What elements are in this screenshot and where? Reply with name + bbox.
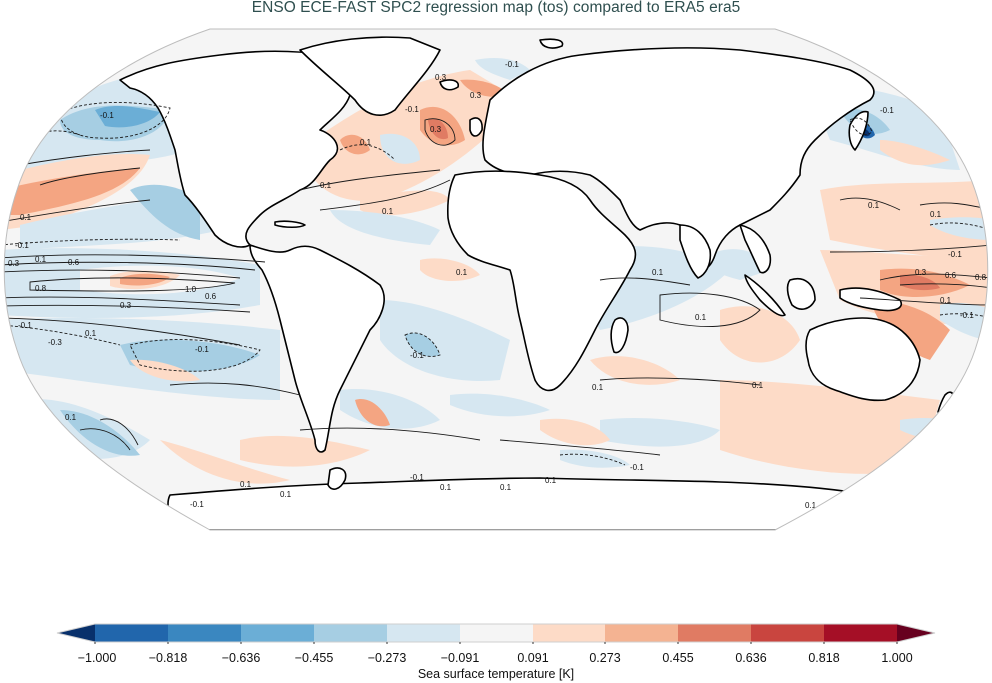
- colorbar-extend-min: [57, 624, 95, 642]
- svg-text:0.1: 0.1: [360, 138, 372, 147]
- svg-text:-0.1: -0.1: [100, 111, 114, 120]
- svg-text:0.6: 0.6: [68, 258, 80, 267]
- svg-text:0.1: 0.1: [868, 201, 880, 210]
- svg-text:0.1: 0.1: [592, 383, 604, 392]
- colorbar-tick: 1.000: [881, 651, 913, 665]
- svg-text:0.1: 0.1: [35, 255, 47, 264]
- colorbar-tick: −0.455: [294, 651, 334, 665]
- svg-text:0.1: 0.1: [752, 381, 764, 390]
- colorbar-tick: −0.818: [148, 651, 188, 665]
- colorbar-extend-max: [897, 624, 935, 642]
- colorbar-label: Sea surface temperature [K]: [417, 667, 575, 681]
- svg-text:-0.1: -0.1: [880, 106, 894, 115]
- svg-text:0.6: 0.6: [205, 292, 217, 301]
- svg-text:0.6: 0.6: [945, 271, 957, 280]
- colorbar-tick: −1.000: [77, 651, 117, 665]
- svg-text:0.3: 0.3: [470, 91, 482, 100]
- svg-text:0.8: 0.8: [35, 284, 47, 293]
- colorbar-tick: 0.818: [808, 651, 840, 665]
- svg-text:0.1: 0.1: [456, 268, 468, 277]
- svg-text:0.1: 0.1: [695, 313, 707, 322]
- svg-text:-0.1: -0.1: [410, 351, 424, 360]
- svg-text:0.1: 0.1: [382, 207, 394, 216]
- svg-text:0.1: 0.1: [65, 413, 77, 422]
- figure-title: ENSO ECE-FAST SPC2 regression map (tos) …: [251, 0, 741, 16]
- colorbar-tick: −0.636: [221, 651, 261, 665]
- svg-text:0.1: 0.1: [85, 329, 97, 338]
- svg-text:0.1: 0.1: [320, 181, 332, 190]
- regression-map: -0.1 0.3 0.1 -0.1 0.3 0.1 0.6 0.8 1.0 0.…: [3, 28, 989, 531]
- colorbar-tick: 0.636: [735, 651, 767, 665]
- svg-text:0.3: 0.3: [8, 259, 20, 268]
- svg-text:0.1: 0.1: [652, 268, 664, 277]
- svg-text:0.1: 0.1: [545, 476, 557, 485]
- colorbar-tick: 0.273: [589, 651, 621, 665]
- svg-text:-0.1: -0.1: [190, 500, 204, 509]
- svg-text:0.1: 0.1: [20, 213, 32, 222]
- svg-text:0.1: 0.1: [940, 296, 952, 305]
- svg-text:-0.1: -0.1: [405, 105, 419, 114]
- svg-text:0.3: 0.3: [430, 125, 442, 134]
- svg-text:0.3: 0.3: [435, 73, 447, 82]
- svg-text:-0.1: -0.1: [505, 60, 519, 69]
- colorbar-tick: −0.273: [367, 651, 407, 665]
- colorbar-tick: 0.091: [517, 651, 549, 665]
- svg-text:-0.1: -0.1: [960, 311, 974, 320]
- svg-text:1.0: 1.0: [185, 285, 197, 294]
- svg-text:0.3: 0.3: [915, 268, 927, 277]
- svg-text:-0.1: -0.1: [195, 345, 209, 354]
- svg-text:0.1: 0.1: [280, 490, 292, 499]
- svg-text:-0.1: -0.1: [948, 250, 962, 259]
- colorbar: [0, 620, 992, 683]
- svg-text:0.3: 0.3: [30, 133, 42, 142]
- svg-text:-0.1: -0.1: [15, 241, 29, 250]
- svg-text:0.8: 0.8: [975, 273, 987, 282]
- svg-text:0.1: 0.1: [805, 501, 817, 510]
- svg-text:-0.3: -0.3: [48, 338, 62, 347]
- contour-lines-negative: [4, 101, 988, 466]
- contour-labels: -0.1 0.3 0.1 -0.1 0.3 0.1 0.6 0.8 1.0 0.…: [8, 60, 987, 510]
- svg-text:0.1: 0.1: [930, 210, 942, 219]
- svg-text:0.3: 0.3: [120, 301, 132, 310]
- svg-text:-0.1: -0.1: [410, 473, 424, 482]
- svg-text:0.1: 0.1: [440, 483, 452, 492]
- svg-text:0.1: 0.1: [240, 480, 252, 489]
- svg-text:-0.1: -0.1: [18, 321, 32, 330]
- svg-text:-0.1: -0.1: [630, 463, 644, 472]
- ocean-field: -0.1 0.3 0.1 -0.1 0.3 0.1 0.6 0.8 1.0 0.…: [4, 36, 988, 530]
- svg-text:0.1: 0.1: [500, 483, 512, 492]
- colorbar-tick: 0.455: [662, 651, 694, 665]
- colorbar-tick: −0.091: [440, 651, 480, 665]
